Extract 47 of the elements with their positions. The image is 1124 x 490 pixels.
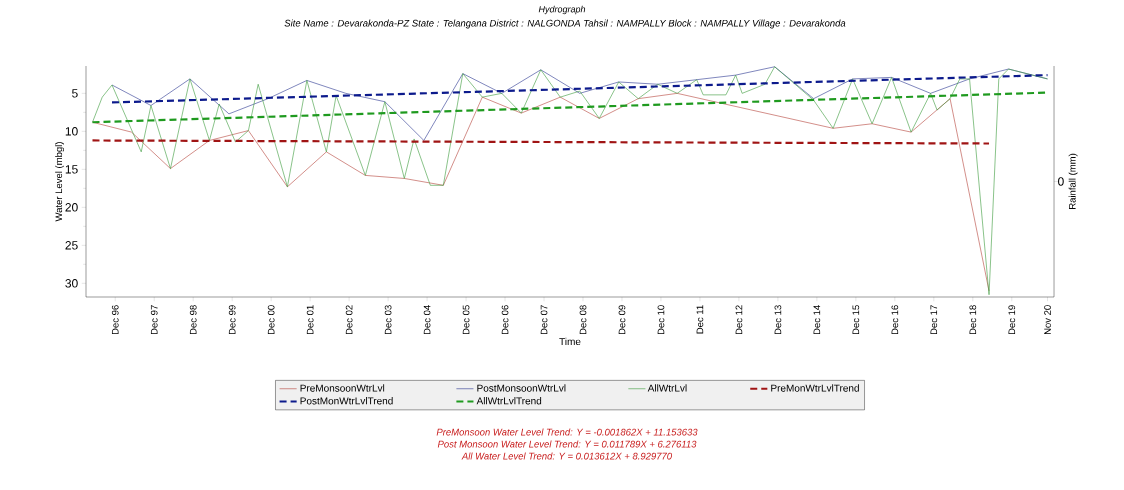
chart-subtitle: Site Name : Devarakonda-PZ State : Telangana District : NALGONDA Tahsil : NAMPALLY Block : NAMPALLY Village : Devarakonda [284, 19, 846, 29]
x-tick-label: Dec 15 [852, 305, 860, 335]
x-tick-label: Dec 07 [540, 305, 548, 335]
x-tick-label: Dec 18 [969, 305, 977, 335]
x-tick-label: Dec 17 [930, 305, 938, 335]
y-tick-label: 25 [65, 241, 78, 250]
x-tick-label: Nov 20 [1044, 305, 1051, 335]
x-tick-label: Dec 11 [696, 305, 704, 334]
x-tick-label: Dec 16 [891, 305, 899, 335]
y-axis-title: Water Level (mbgl) [55, 142, 64, 222]
legend-label: PreMonWtrLvlTrend [771, 384, 859, 392]
y-tick-label: 30 [65, 279, 78, 288]
text: All Water Level Trend: Y = 0.013612X + 8.929770 [461, 452, 672, 460]
chart-title: Hydrograph [538, 5, 586, 15]
y2-axis-title: Rainfall (mm) [1068, 153, 1078, 209]
x-tick-label: Dec 04 [423, 305, 431, 335]
legend-label: PreMonsoonWtrLvl [300, 384, 385, 392]
x-tick-label: Dec 13 [774, 305, 782, 335]
x-tick-label: Dec 99 [228, 305, 236, 335]
legend-label: PostMonsoonWtrLvl [477, 384, 566, 392]
y-tick-label: 20 [65, 203, 78, 212]
y-tick-label: 5 [72, 89, 78, 98]
x-tick-label: Dec 02 [345, 305, 353, 335]
legend-label: PostMonWtrLvlTrend [300, 397, 393, 405]
legend-label: AllWtrLvlTrend [476, 397, 542, 405]
x-tick-label: Dec 14 [813, 305, 821, 335]
text: 0 [1058, 177, 1064, 186]
x-tick-label: Dec 96 [111, 305, 119, 335]
legend-label: AllWtrLvl [647, 384, 687, 392]
x-tick-label: Dec 10 [657, 305, 665, 335]
line-series [92, 66, 1048, 296]
text: Post Monsoon Water Level Trend: Y = 0.011789X + 6.276113 [437, 440, 697, 448]
x-tick-label: Dec 00 [267, 305, 275, 335]
y-tick-label: 10 [65, 127, 78, 136]
x-tick-label: Dec 05 [462, 305, 470, 335]
text: PreMonsoon Water Level Trend: Y = -0.001862X + 11.153633 [436, 428, 698, 436]
x-tick-label: Dec 97 [150, 305, 158, 335]
x-tick-label: Dec 09 [618, 305, 626, 335]
x-tick-label: Dec 12 [735, 305, 743, 335]
y-tick-label: 15 [65, 165, 78, 174]
x-tick-label: Dec 19 [1008, 305, 1016, 335]
x-tick-label: Dec 08 [579, 305, 587, 335]
x-axis-title: Time [559, 337, 581, 346]
x-tick-label: Dec 03 [384, 305, 392, 335]
x-tick-label: Dec 98 [189, 305, 197, 335]
x-tick-label: Dec 06 [501, 305, 509, 335]
x-tick-label: Dec 01 [306, 305, 314, 335]
